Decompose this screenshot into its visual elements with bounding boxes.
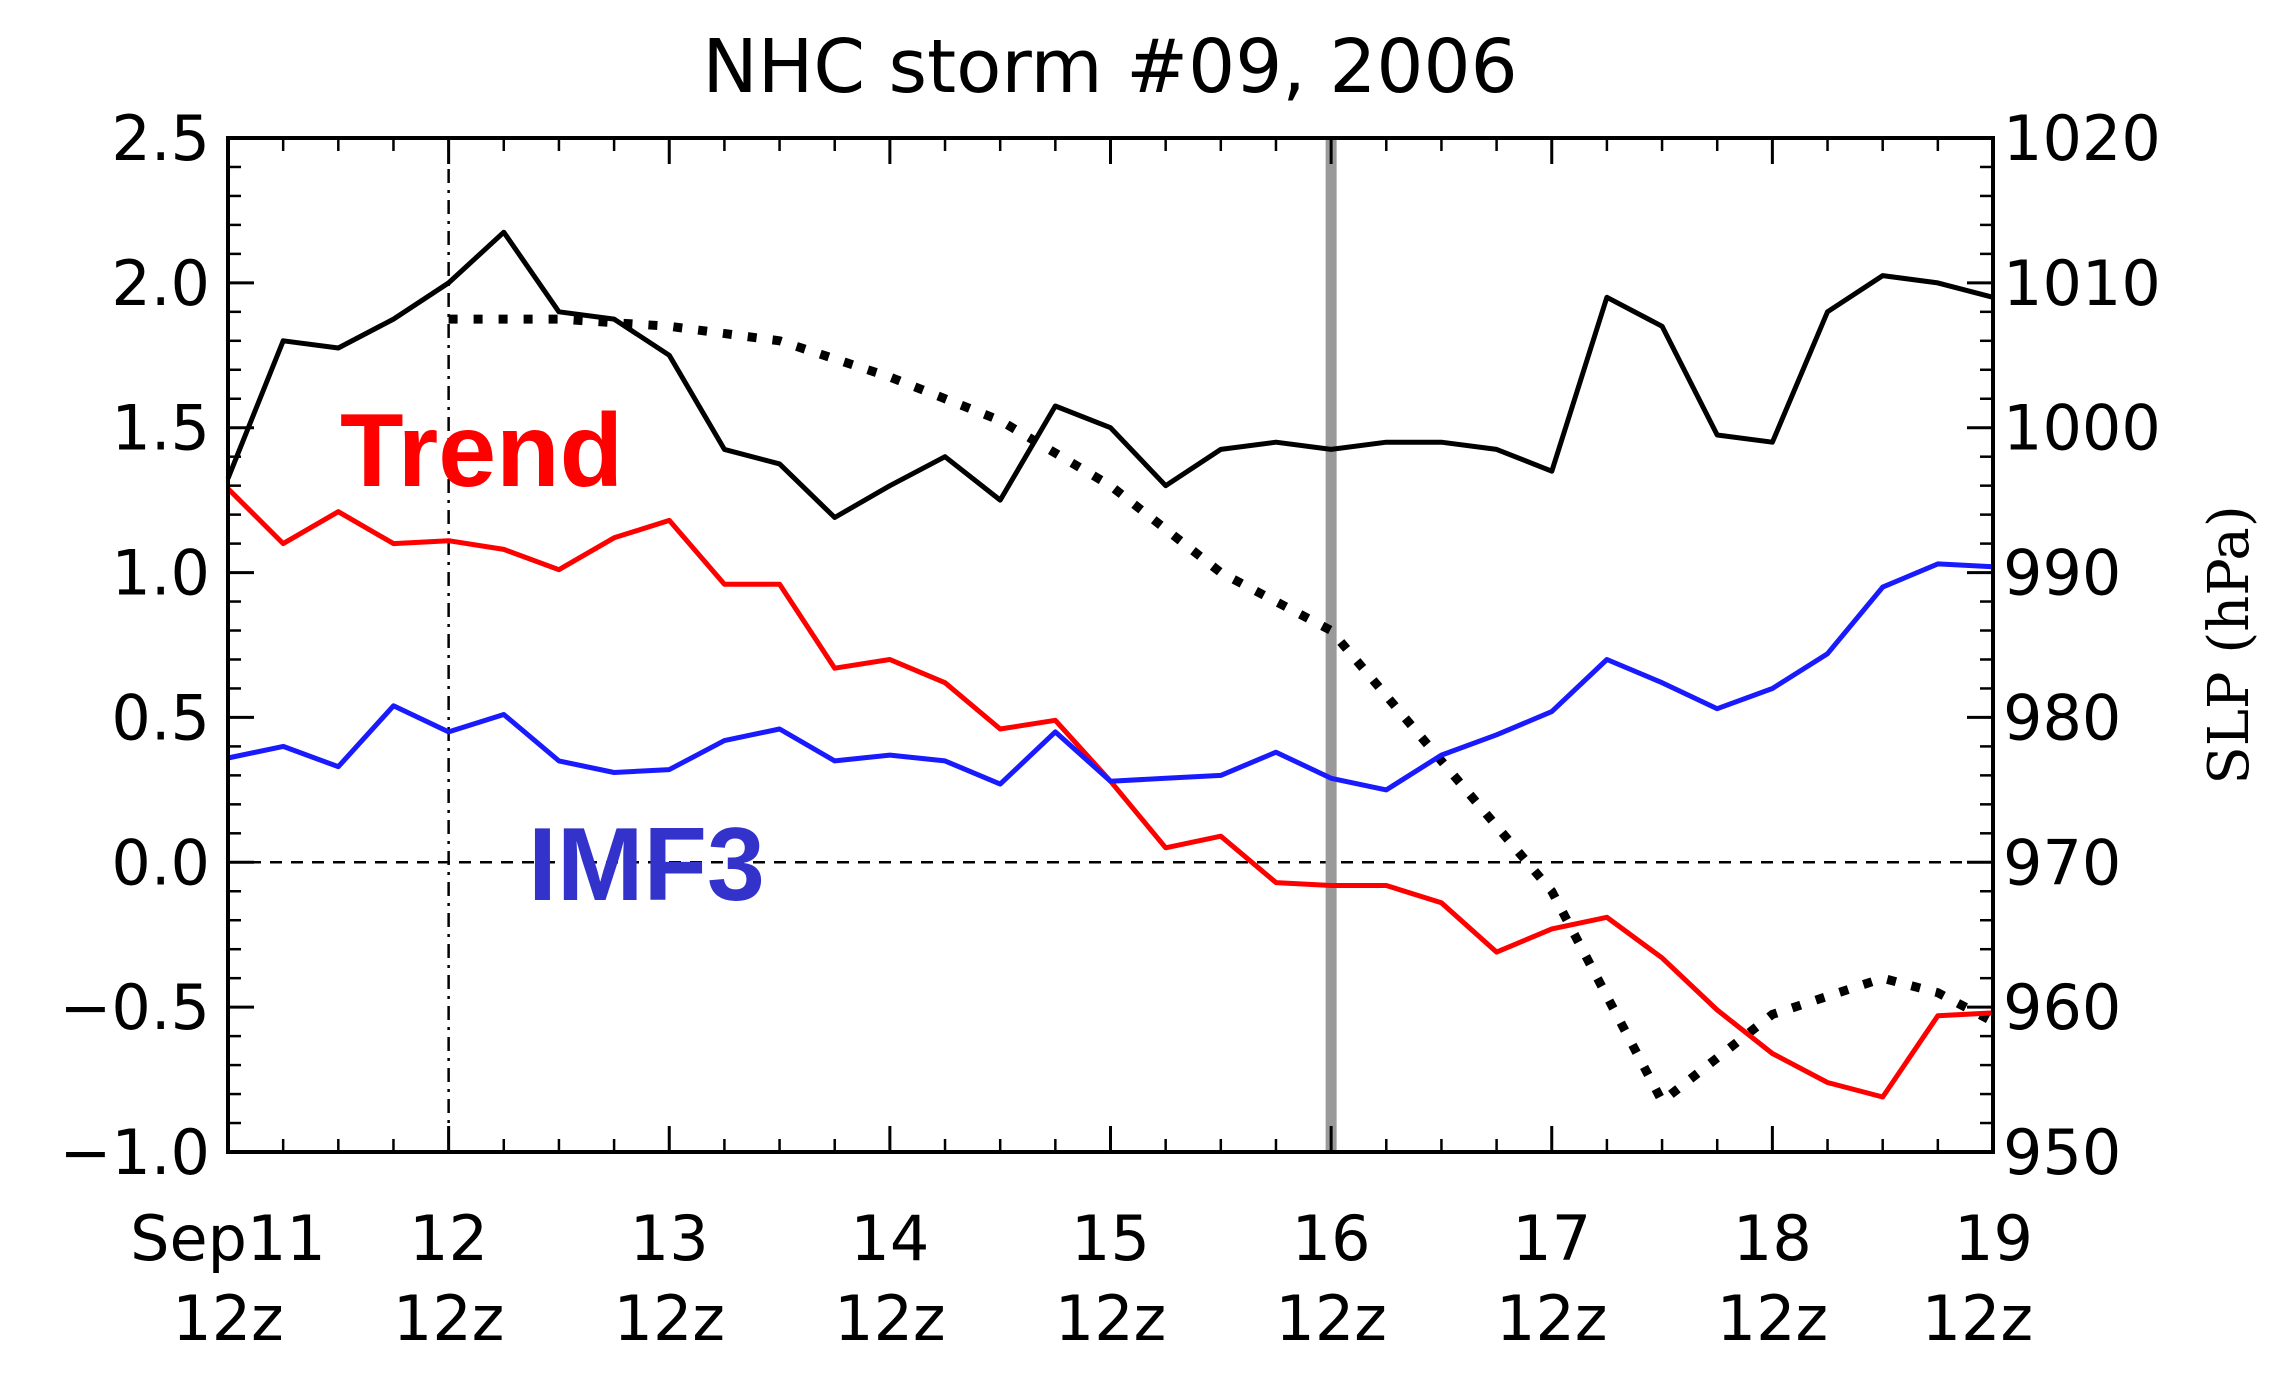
right-tick-label: 980 [2003,681,2121,754]
right-tick-label: 950 [2003,1116,2121,1189]
right-tick-label: 970 [2003,826,2121,899]
left-tick-label: 1.5 [111,392,210,465]
x-tick-label-hour: 12z [1922,1282,2033,1355]
x-tick-label-day: 15 [1071,1202,1150,1275]
left-tick-label: 0.5 [111,681,210,754]
right-axis-title: SLP (hPa) [2197,505,2262,784]
right-tick-label: 1000 [2003,392,2161,465]
x-tick-label-hour: 12z [1717,1282,1828,1355]
series-slp [225,229,1994,520]
right-tick-label: 1010 [2003,247,2161,320]
x-tick-label-hour: 12z [1275,1282,1386,1355]
x-tick-label-day: 13 [630,1202,709,1275]
x-tick-label-day: 16 [1292,1202,1371,1275]
right-tick-label: 1020 [2003,102,2161,175]
x-tick-label-hour: 12z [172,1282,283,1355]
right-tick-labels: 1020 1010 1000 990 980 970 960 950 [2003,102,2161,1189]
x-tick-labels: Sep1112z1212z1312z1412z1512z1612z1712z18… [130,1202,2033,1355]
right-tick-label: 990 [2003,537,2121,610]
annotation-imf3: IMF3 [528,807,765,923]
plot-frame [226,136,1995,1154]
series-slp-dotted [448,314,1996,1106]
right-tick-label: 960 [2003,971,2121,1044]
x-tick-label-hour: 12z [1055,1282,1166,1355]
left-tick-label: 1.0 [111,537,210,610]
left-tick-label: 2.0 [111,247,210,320]
x-tick-label-hour: 12z [834,1282,945,1355]
x-tick-label-day: 14 [850,1202,929,1275]
left-tick-label: −1.0 [59,1116,210,1189]
chart-title: NHC storm #09, 2006 [702,24,1517,110]
x-tick-label-day: 18 [1733,1202,1812,1275]
reference-lines [228,138,1993,1152]
left-tick-label: 0.0 [111,826,210,899]
x-tick-label-day: 17 [1512,1202,1591,1275]
x-tick-label-hour: 12z [1496,1282,1607,1355]
left-tick-label: 2.5 [111,102,210,175]
x-tick-label-hour: 12z [614,1282,725,1355]
left-tick-labels: 2.5 2.0 1.5 1.0 0.5 0.0 −0.5 −1.0 [59,102,210,1189]
axis-ticks [226,136,1995,1154]
x-tick-label-day: 19 [1954,1202,2033,1275]
x-tick-label-day: 12 [409,1202,488,1275]
annotation-trend: Trend [340,393,623,509]
left-tick-label: −0.5 [59,971,210,1044]
x-tick-label-day: Sep11 [130,1202,326,1275]
series-trend [226,486,1994,1100]
series-imf3 [227,561,1994,793]
x-tick-label-hour: 12z [393,1282,504,1355]
series-layer [225,229,1996,1106]
